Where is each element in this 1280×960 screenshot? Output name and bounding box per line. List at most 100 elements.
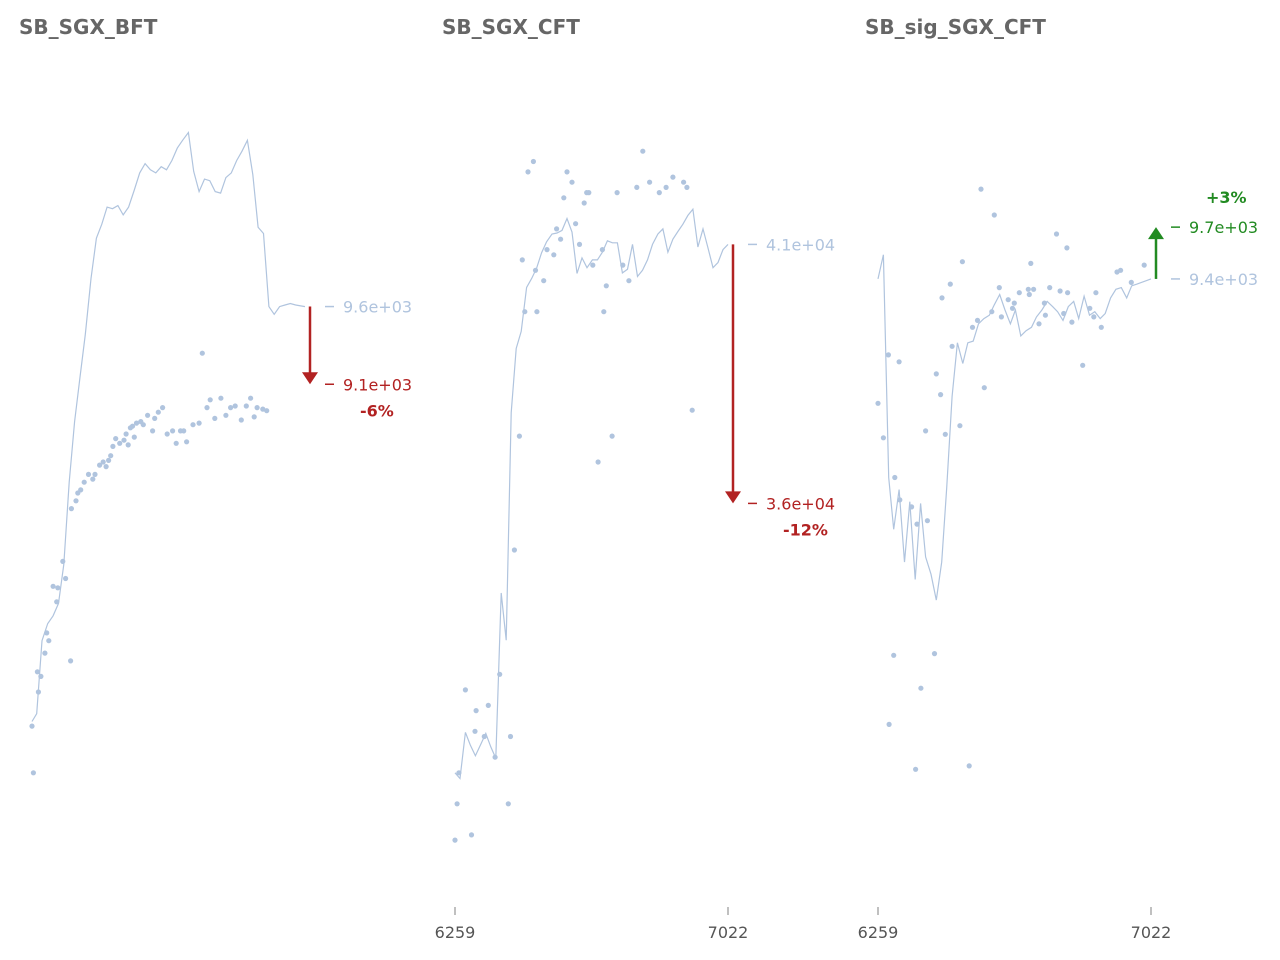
data-point <box>223 412 229 418</box>
data-point <box>34 669 41 675</box>
data-point <box>634 184 640 190</box>
data-point <box>1025 286 1031 292</box>
data-point <box>50 583 56 589</box>
data-point <box>541 278 547 284</box>
data-point <box>938 392 944 398</box>
data-point <box>519 257 525 263</box>
pct-change-label: -6% <box>360 401 394 420</box>
data-point <box>581 200 587 206</box>
data-point <box>264 408 270 414</box>
data-point <box>238 417 244 423</box>
data-point <box>595 459 601 465</box>
data-point <box>462 687 468 693</box>
data-point <box>586 190 592 196</box>
data-point <box>35 689 42 695</box>
data-point <box>68 658 74 664</box>
data-point <box>1041 300 1047 306</box>
data-point <box>996 285 1002 291</box>
data-point <box>886 721 892 728</box>
data-point <box>978 186 984 192</box>
data-point <box>1026 291 1032 298</box>
data-point <box>497 671 503 677</box>
data-point <box>896 359 902 365</box>
data-point <box>55 585 61 591</box>
data-point <box>228 405 234 411</box>
data-point <box>913 766 919 772</box>
data-point <box>117 440 123 446</box>
data-point <box>123 431 129 437</box>
data-point <box>684 184 690 190</box>
data-point <box>85 471 92 477</box>
data-point <box>92 471 98 477</box>
data-point <box>492 754 498 760</box>
data-point <box>931 651 938 657</box>
data-point <box>525 169 531 175</box>
data-point <box>1118 267 1124 273</box>
data-point <box>590 262 596 268</box>
data-point <box>532 267 539 273</box>
data-point <box>689 407 695 413</box>
data-point <box>614 190 620 196</box>
data-point <box>561 195 567 201</box>
data-point <box>173 440 179 446</box>
data-point <box>251 414 257 420</box>
data-point <box>966 763 972 769</box>
data-point <box>248 395 254 401</box>
data-point <box>1087 305 1093 311</box>
data-point <box>152 415 158 421</box>
data-point <box>1080 362 1086 368</box>
data-point <box>218 395 224 401</box>
end-value-label: 9.7e+03 <box>1189 218 1258 237</box>
plot-area: 9.6e+03 9.1e+03 -6% <box>29 130 412 776</box>
plot-area: 4.1e+04 3.6e+04 -12% 6259 7022 <box>435 148 835 942</box>
data-point <box>974 317 981 323</box>
data-point <box>481 733 487 740</box>
data-point <box>558 236 564 242</box>
data-point <box>78 487 84 493</box>
data-point <box>569 179 575 185</box>
data-point <box>885 352 892 358</box>
data-point <box>452 837 458 843</box>
data-point <box>923 428 929 434</box>
data-point <box>534 309 540 315</box>
data-point <box>957 423 963 429</box>
data-point <box>647 179 653 185</box>
data-point <box>100 459 106 465</box>
data-point <box>947 281 953 287</box>
data-point <box>891 652 897 658</box>
data-point <box>110 443 116 449</box>
data-point <box>991 212 997 218</box>
data-point <box>1098 324 1104 330</box>
data-point <box>933 371 939 377</box>
data-point <box>129 423 136 429</box>
data-point <box>989 309 995 315</box>
data-point <box>626 278 632 284</box>
data-point <box>949 343 955 349</box>
data-point <box>472 728 478 734</box>
data-point <box>1069 319 1075 325</box>
data-point <box>30 770 36 776</box>
data-point <box>1031 286 1037 292</box>
data-point <box>133 420 140 426</box>
change-arrow-head <box>1148 227 1164 240</box>
data-point <box>160 405 166 411</box>
data-point <box>473 708 479 714</box>
data-point <box>681 179 687 185</box>
data-point <box>260 406 266 412</box>
data-point <box>468 832 475 838</box>
data-point <box>564 169 570 175</box>
data-point <box>1016 290 1022 296</box>
data-point <box>670 174 676 180</box>
data-point <box>998 314 1005 320</box>
data-point <box>54 599 60 605</box>
data-point <box>150 428 156 434</box>
data-point <box>505 801 511 807</box>
data-point <box>601 309 607 315</box>
data-point <box>1093 290 1099 296</box>
data-point <box>232 403 238 409</box>
pct-change-label: +3% <box>1206 188 1247 207</box>
data-point <box>914 521 920 527</box>
plot-area: 9.4e+03 9.7e+03 +3% 6259 7022 <box>858 186 1258 942</box>
data-point <box>1009 305 1016 311</box>
